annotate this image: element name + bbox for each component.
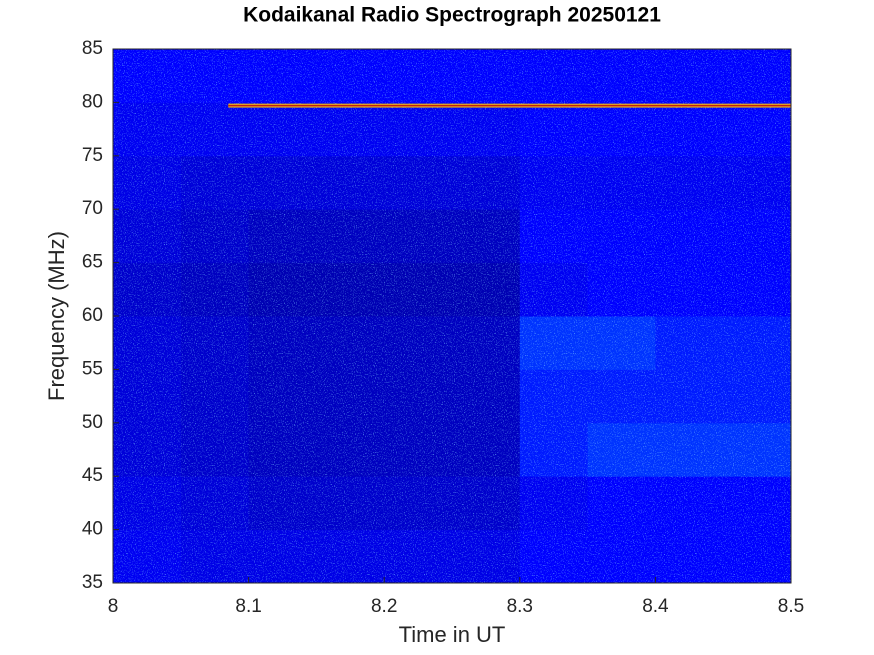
- x-tick-label: 8.1: [235, 596, 261, 617]
- y-tick-label: 40: [82, 519, 103, 540]
- y-tick-label: 60: [82, 305, 103, 326]
- x-tick-label: 8: [108, 596, 119, 617]
- y-tick-label: 85: [82, 38, 103, 59]
- y-tick-label: 55: [82, 358, 103, 379]
- noise-texture: [113, 49, 791, 583]
- y-tick-label: 65: [82, 252, 103, 273]
- x-axis-label: Time in UT: [399, 622, 506, 647]
- x-tick-label: 8.3: [507, 596, 533, 617]
- x-tick-label: 8.4: [642, 596, 669, 617]
- y-tick-label: 45: [82, 465, 103, 486]
- y-tick-label: 75: [82, 145, 103, 166]
- y-tick-label: 70: [82, 198, 103, 219]
- x-tick-label: 8.2: [371, 596, 397, 617]
- y-axis-label: Frequency (MHz): [44, 231, 69, 401]
- x-tick-label: 8.5: [778, 596, 804, 617]
- chart-title: Kodaikanal Radio Spectrograph 20250121: [243, 4, 661, 27]
- y-tick-label: 50: [82, 412, 103, 433]
- y-tick-label: 35: [82, 572, 103, 593]
- y-tick-label: 80: [82, 91, 103, 112]
